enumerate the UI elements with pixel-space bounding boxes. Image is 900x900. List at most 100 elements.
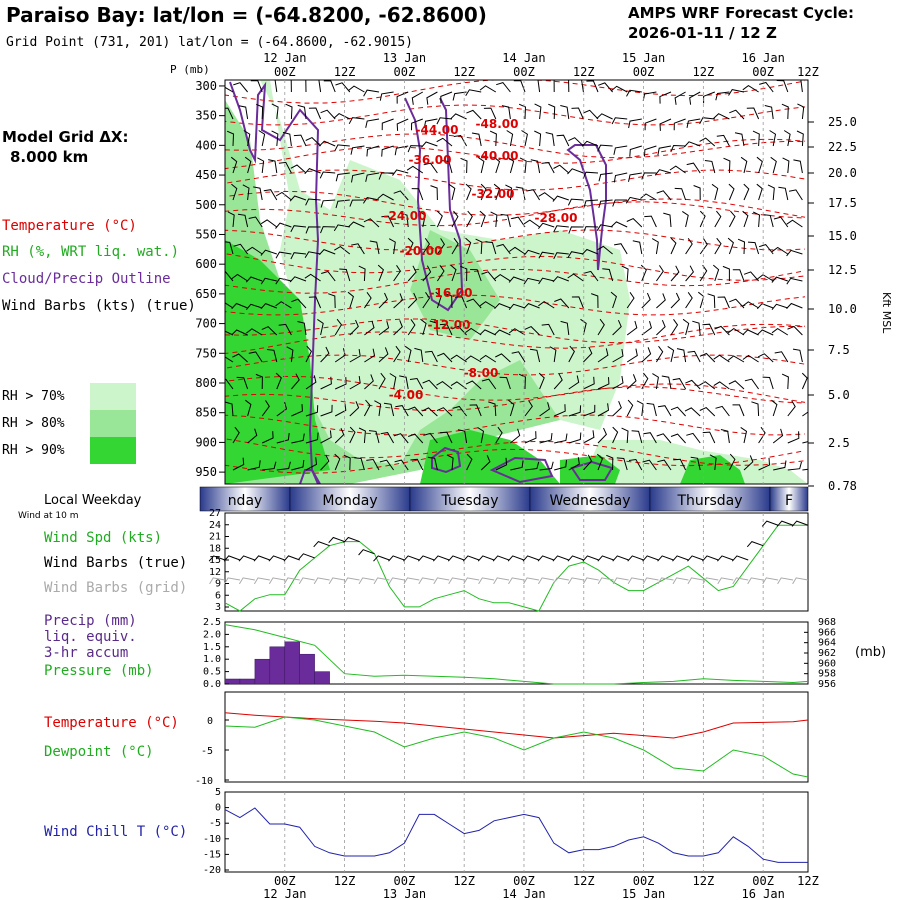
profile-wind-barb [271, 103, 279, 120]
profile-wind-barb [246, 303, 263, 311]
profile-wind-barb [684, 407, 701, 417]
profile-wind-barb [772, 428, 784, 444]
profile-wind-barb [690, 456, 701, 471]
profile-wind-barb [728, 453, 736, 471]
profile-wind-barb [756, 183, 763, 201]
surface-grid-wind-barb [298, 577, 315, 585]
pressure-tick-label: 500 [195, 198, 217, 212]
profile-wind-barb [477, 427, 485, 444]
profile-wind-barb [659, 91, 672, 104]
profile-wind-barb [225, 86, 234, 93]
profile-wind-barb [400, 212, 409, 228]
temperature-contour [225, 133, 806, 159]
surface-grid-wind-barb [567, 577, 584, 585]
y-tick-label: 2.0 [203, 629, 221, 640]
profile-wind-barb [616, 457, 628, 471]
weekday-strip: nday Monday Tuesday Wednesday Thursday F [199, 486, 809, 512]
profile-wind-barb [407, 292, 418, 309]
profile-wind-barb [363, 218, 380, 228]
profile-wind-barb [742, 84, 759, 93]
profile-wind-barb [583, 270, 599, 282]
precip-bar [254, 658, 271, 685]
profile-wind-barb [693, 185, 701, 201]
profile-wind-barb [583, 109, 599, 120]
profile-wind-barb [286, 346, 294, 363]
profile-wind-barb [343, 454, 351, 471]
profile-wind-barb [659, 118, 672, 131]
profile-wind-barb [759, 81, 774, 93]
profile-wind-barb [320, 376, 332, 390]
profile-wind-barb [529, 348, 541, 363]
vertical-profile-panel: -44.00 -48.00 -36.00 -40.00 -32.00 -24.00 -28.… [195, 79, 893, 493]
profile-wind-barb [305, 457, 318, 471]
height-tick-label: 0.78 [828, 479, 857, 493]
profile-wind-barb [422, 407, 438, 417]
profile-wind-barb [712, 264, 720, 282]
pressure-tick-label: 956 [818, 679, 836, 690]
profile-wind-barb [232, 457, 245, 471]
temperature-contour [225, 354, 806, 376]
profile-wind-barb [479, 354, 497, 363]
profile-wind-barb [335, 199, 350, 209]
profile-wind-barb [448, 183, 456, 201]
temperature-contour-label: -28.00 [535, 211, 578, 225]
profile-wind-barb [699, 137, 716, 147]
profile-wind-barb [500, 213, 511, 228]
profile-wind-barb [567, 80, 570, 93]
profile-wind-barb [539, 433, 553, 444]
y-tick-label: 1.5 [203, 642, 221, 653]
profile-wind-barb [440, 91, 453, 104]
temperature-contour [225, 375, 806, 403]
profile-wind-barb [446, 454, 454, 471]
temp-label: Temperature (°C) [44, 715, 179, 731]
surface-wind-barb [657, 555, 674, 562]
pressure-tick-label: 850 [195, 406, 217, 420]
profile-wind-barb [291, 373, 300, 390]
surface-wind-barb [791, 520, 809, 527]
profile-wind-barb [737, 238, 746, 255]
profile-wind-barb [225, 330, 234, 336]
temperature-contour [225, 386, 806, 415]
profile-wind-barb [499, 376, 511, 390]
profile-wind-barb [670, 265, 680, 282]
profile-wind-barb [450, 354, 467, 363]
profile-wind-barb [610, 85, 628, 93]
y-tick-label: 3 [215, 602, 221, 613]
profile-wind-barb [714, 237, 722, 255]
profile-wind-barb [606, 454, 614, 471]
profile-wind-barb [508, 303, 526, 311]
profile-wind-barb [276, 401, 288, 417]
surface-wind-barb [597, 555, 614, 562]
profile-wind-barb [597, 427, 607, 444]
profile-wind-barb [612, 349, 624, 363]
profile-wind-barb [452, 91, 467, 101]
profile-wind-barb [597, 144, 613, 152]
profile-wind-barb [657, 145, 672, 156]
profile-wind-barb [335, 82, 351, 93]
profile-wind-barb [381, 215, 395, 228]
profile-wind-barb [523, 249, 540, 257]
profile-wind-barb [644, 118, 657, 131]
height-tick-label: 17.5 [828, 196, 857, 210]
profile-wind-barb [334, 245, 351, 255]
profile-wind-barb [388, 238, 396, 255]
weekday-cell [649, 486, 771, 512]
surface-wind-barb [702, 555, 719, 562]
surface-wind-barb [358, 549, 375, 556]
profile-wind-barb [436, 265, 445, 282]
profile-wind-barb [430, 185, 438, 201]
profile-wind-barb [756, 156, 763, 174]
profile-wind-barb [389, 373, 397, 390]
surface-wind-barb [418, 555, 435, 562]
wind-speed-label: Wind Spd (kts) [44, 530, 162, 546]
profile-wind-barb [568, 405, 582, 417]
profile-wind-barb [783, 130, 791, 147]
surface-grid-wind-barb [209, 577, 226, 585]
profile-wind-barb [231, 329, 248, 336]
profile-wind-barb [598, 199, 613, 209]
profile-wind-barb [495, 457, 508, 471]
profile-wind-barb [320, 404, 333, 417]
profile-wind-barb [364, 374, 374, 390]
profile-wind-barb [363, 399, 371, 417]
